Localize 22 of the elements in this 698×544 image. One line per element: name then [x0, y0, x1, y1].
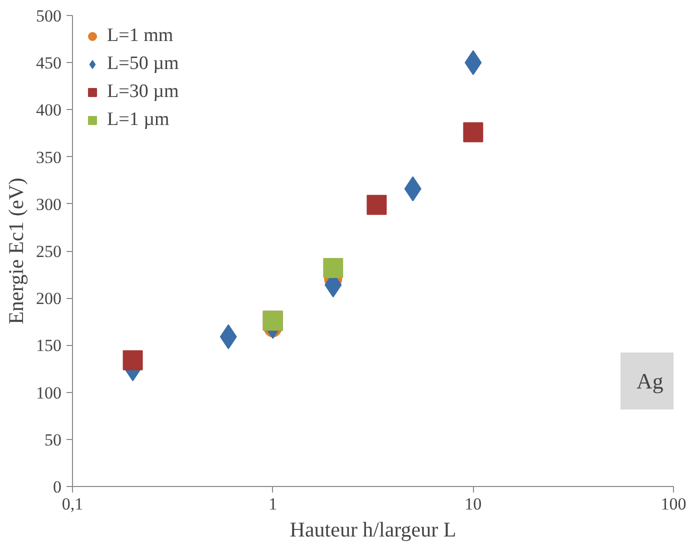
y-tick-label: 150 — [36, 336, 62, 356]
y-tick-label: 200 — [36, 289, 62, 308]
y-tick-label: 450 — [36, 54, 62, 73]
x-tick-label: 1 — [268, 494, 278, 514]
y-tick-label: 500 — [36, 6, 62, 26]
y-tick-label: 50 — [44, 430, 62, 450]
x-tick-label: 100 — [660, 494, 686, 514]
y-axis-title: Energie Ec1 (eV) — [4, 178, 28, 324]
y-tick-label: 250 — [36, 242, 62, 261]
x-tick-label: 10 — [464, 494, 482, 514]
x-tick-label: 0,1 — [62, 494, 84, 514]
legend-label: L=30 µm — [107, 81, 179, 103]
legend-label: L=1 µm — [107, 109, 170, 131]
x-axis-title: Hauteur h/largeur L — [290, 518, 456, 542]
y-tick-label: 400 — [36, 100, 62, 120]
y-tick-label: 100 — [36, 383, 62, 402]
y-tick-label: 300 — [36, 194, 62, 214]
legend-label: L=1 mm — [107, 25, 174, 47]
legend-label: L=50 µm — [107, 53, 179, 75]
y-tick-label: 0 — [53, 478, 62, 496]
annotation: Ag — [636, 368, 664, 394]
y-tick-label: 350 — [36, 148, 62, 167]
